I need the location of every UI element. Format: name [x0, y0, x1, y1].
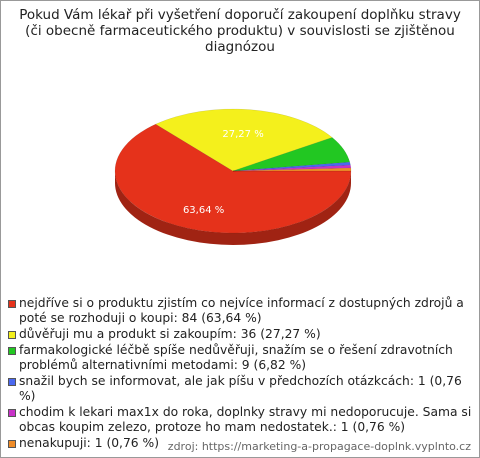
pie-area: 63,64 % 27,27 % — [114, 108, 352, 245]
slice-side — [115, 171, 351, 245]
legend-label: nenakupuji: 1 (0,76 %) — [19, 436, 160, 450]
legend-item: chodim k lekari max1x do roka, doplnky s… — [7, 405, 473, 435]
slice — [114, 123, 352, 234]
legend-label: nejdříve si o produktu zjistím co nejvíc… — [19, 296, 464, 325]
legend-label: důvěřuji mu a produkt si zakoupím: 36 (2… — [19, 327, 321, 341]
legend-item: snažil bych se informovat, ale jak píšu … — [7, 374, 473, 404]
slice — [232, 164, 352, 172]
legend-swatch — [8, 300, 16, 308]
legend: nejdříve si o produktu zjistím co nejvíc… — [7, 296, 473, 452]
legend-swatch — [8, 331, 16, 339]
value-label: 63,64 % — [183, 205, 224, 216]
legend-label: farmakologické léčbě spíše nedůvěřuji, s… — [19, 343, 453, 372]
source: zdroj: https://marketing-a-propagace-dop… — [167, 440, 471, 453]
legend-label: snažil bych se informovat, ale jak píšu … — [19, 374, 462, 403]
legend-swatch — [8, 347, 16, 355]
legend-item: nejdříve si o produktu zjistím co nejvíc… — [7, 296, 473, 326]
legend-item: důvěřuji mu a produkt si zakoupím: 36 (2… — [7, 327, 473, 342]
legend-item: nenakupuji: 1 (0,76 %) — [7, 436, 473, 451]
legend-swatch — [8, 378, 16, 386]
value-label: 27,27 % — [222, 129, 263, 140]
legend-swatch — [8, 440, 16, 448]
slice — [232, 161, 351, 172]
legend-label: chodim k lekari max1x do roka, doplnky s… — [19, 405, 472, 434]
slice — [232, 167, 352, 172]
slice — [155, 108, 333, 172]
legend-swatch — [8, 409, 16, 417]
legend-item: farmakologické léčbě spíše nedůvěřuji, s… — [7, 343, 473, 373]
slice — [232, 137, 351, 172]
chart-title: Pokud Vám lékař při vyšetření doporučí z… — [19, 7, 461, 55]
